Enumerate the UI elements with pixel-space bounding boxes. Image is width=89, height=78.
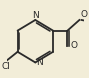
- Text: Cl: Cl: [1, 62, 10, 71]
- Text: N: N: [36, 58, 43, 67]
- Text: O: O: [80, 10, 87, 19]
- Text: O: O: [70, 41, 77, 50]
- Text: N: N: [32, 11, 39, 20]
